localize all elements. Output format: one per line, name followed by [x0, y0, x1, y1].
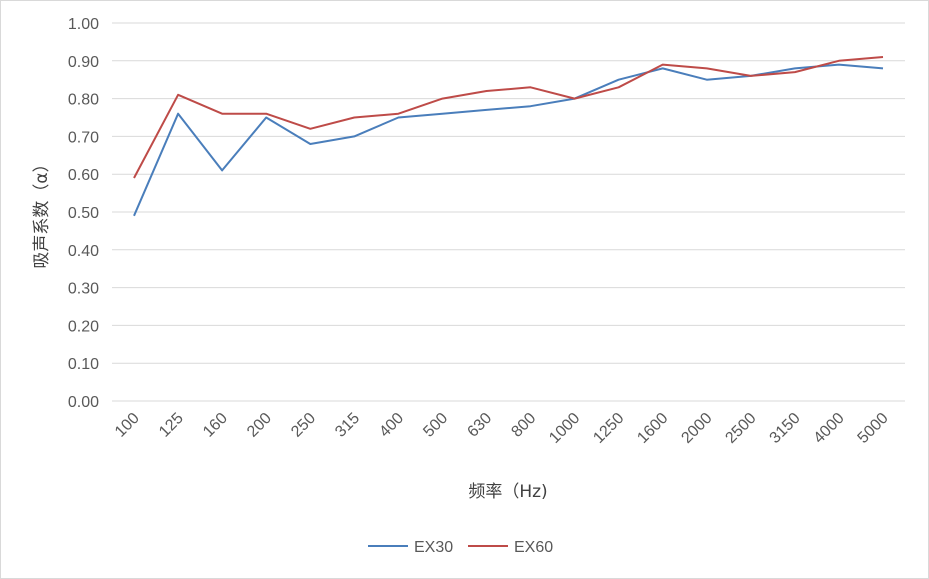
x-tick-label: 630 — [464, 410, 495, 441]
x-tick-label: 160 — [200, 410, 231, 441]
x-tick-label: 100 — [112, 410, 143, 441]
legend-label-ex60: EX60 — [514, 539, 553, 556]
y-tick-label: 0.60 — [68, 167, 99, 184]
series-lines — [133, 56, 884, 217]
x-tick-label: 500 — [420, 410, 451, 441]
x-tick-label: 3150 — [767, 410, 804, 447]
x-tick-label: 250 — [288, 410, 319, 441]
y-tick-label: 0.80 — [68, 92, 99, 109]
series-line-ex60 — [133, 56, 884, 179]
legend-label-ex30: EX30 — [414, 539, 453, 556]
series-line-ex30 — [133, 63, 884, 217]
x-tick-label: 2500 — [722, 410, 759, 447]
x-tick-label: 4000 — [811, 410, 848, 447]
x-axis-ticks: 100 125 160 200 250 315 400 500 630 800 1000 1250 16… — [112, 410, 892, 447]
x-tick-label: 315 — [332, 410, 363, 441]
x-tick-label: 1600 — [634, 410, 671, 447]
y-tick-label: 0.70 — [68, 129, 99, 146]
x-tick-label: 800 — [508, 410, 539, 441]
gridlines — [112, 22, 905, 402]
y-tick-label: 0.20 — [68, 318, 99, 335]
x-tick-label: 1250 — [590, 410, 627, 447]
y-tick-label: 0.40 — [68, 243, 99, 260]
y-tick-label: 0.10 — [68, 356, 99, 373]
y-axis-ticks: 0.00 0.10 0.20 0.30 0.40 0.50 0.60 0.70 0.80 0.90… — [68, 16, 99, 411]
x-tick-label: 5000 — [855, 410, 892, 447]
x-axis-title: 频率（Hz) — [468, 482, 547, 502]
y-tick-label: 0.00 — [68, 394, 99, 411]
y-tick-label: 1.00 — [68, 16, 99, 33]
y-tick-label: 0.50 — [68, 205, 99, 222]
x-tick-label: 2000 — [678, 410, 715, 447]
x-tick-label: 1000 — [546, 410, 583, 447]
x-tick-label: 200 — [244, 410, 275, 441]
y-tick-label: 0.30 — [68, 281, 99, 298]
legend: EX30 EX60 — [368, 539, 553, 556]
x-tick-label: 125 — [156, 410, 187, 441]
y-tick-label: 0.90 — [68, 54, 99, 71]
y-axis-title: 吸声系数（α） — [32, 155, 52, 268]
x-tick-label: 400 — [376, 410, 407, 441]
